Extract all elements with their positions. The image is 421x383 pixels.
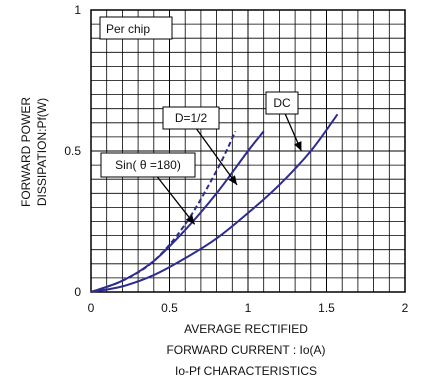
x-tick-label: 1 xyxy=(245,301,252,315)
y-axis-label-line2: DISSIPATION:Pf(W) xyxy=(35,98,49,206)
x-tick-label: 0.5 xyxy=(161,301,178,315)
annotation-arrow-head xyxy=(294,141,302,151)
y-tick-label: 0.5 xyxy=(64,144,81,158)
series-line-dc xyxy=(90,113,339,293)
inset-label: Per chip xyxy=(106,22,150,36)
series-line-sin-180 xyxy=(90,130,237,293)
annotation-label: D=1/2 xyxy=(175,111,208,125)
tick-labels: 0 0.5 1 1.5 2 0 0.5 1 xyxy=(64,3,408,315)
annotation-box xyxy=(100,152,196,178)
chart-title: Io-Pf CHARACTERISTICS xyxy=(175,364,317,378)
curves xyxy=(90,113,339,293)
x-tick-label: 2 xyxy=(402,301,409,315)
inset-label-box xyxy=(99,16,173,40)
annotation-arrow-line xyxy=(156,176,196,225)
plot-frame xyxy=(90,9,406,293)
annotation-box xyxy=(162,106,220,130)
annotation-box xyxy=(265,91,299,115)
annotation-arrow-head xyxy=(228,175,238,185)
annotations: DC D=1/2 Sin( θ =180) xyxy=(100,91,302,225)
x-axis-label-line1: AVERAGE RECTIFIED xyxy=(184,322,308,336)
y-tick-label: 0 xyxy=(74,285,81,299)
annotation-arrow-line xyxy=(196,128,238,186)
x-axis-label-line2: FORWARD CURRENT : Io(A) xyxy=(166,343,325,357)
x-tick-label: 1.5 xyxy=(318,301,335,315)
y-tick-label: 1 xyxy=(74,3,81,17)
annotation-label: DC xyxy=(273,96,291,110)
annotation-label: Sin( θ =180) xyxy=(115,158,181,172)
y-axis-label-line1: FORWARD POWER xyxy=(19,97,33,207)
x-tick-label: 0 xyxy=(88,301,95,315)
annotation-arrow-head xyxy=(185,214,195,225)
